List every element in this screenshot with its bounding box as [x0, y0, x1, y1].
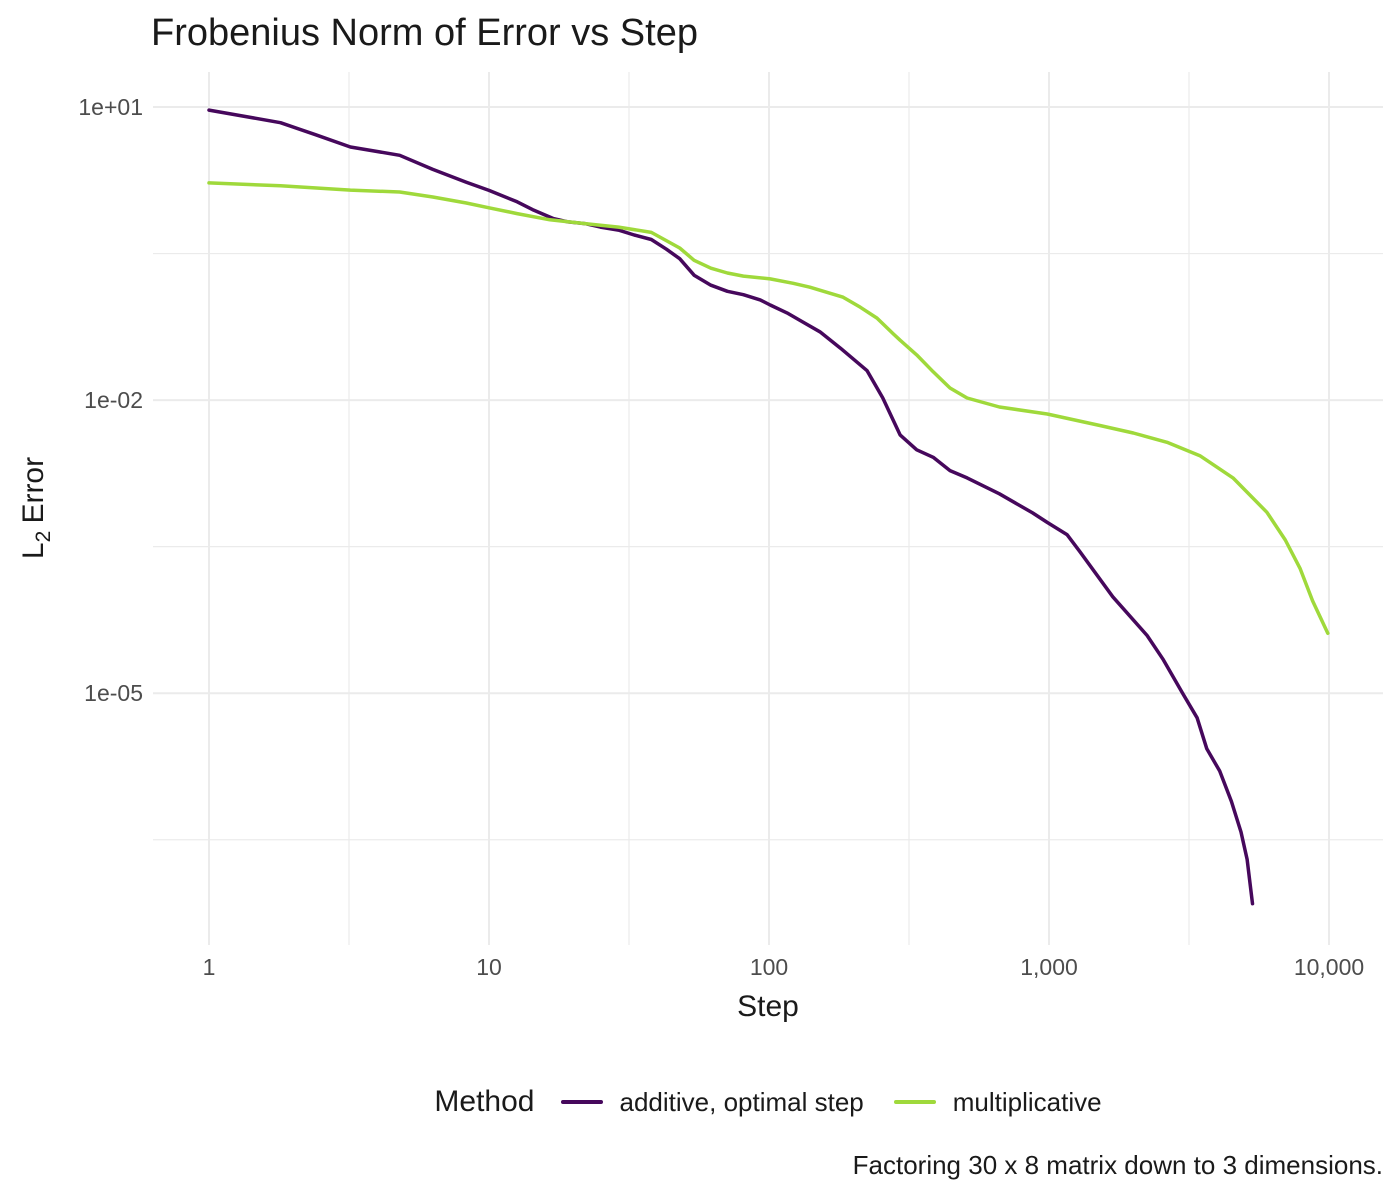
chart-title: Frobenius Norm of Error vs Step [151, 12, 698, 54]
y-axis-title-rest: Error [17, 456, 50, 524]
legend-item-1: multiplicative [893, 1086, 1102, 1118]
x-tick-label: 100 [749, 954, 789, 980]
y-tick-label: 1e-02 [84, 387, 143, 414]
y-tick-label: 1e-05 [84, 680, 143, 707]
caption: Factoring 30 x 8 matrix down to 3 dimens… [852, 1150, 1383, 1180]
legend-item-label: multiplicative [952, 1086, 1102, 1117]
series-line-0 [207, 108, 1255, 906]
legend-key-line-icon [893, 1100, 936, 1104]
plot-area [153, 72, 1383, 945]
legend-key-line-icon [560, 1100, 603, 1104]
x-tick-label: 10,000 [1293, 954, 1365, 980]
legend: Method additive, optimal step multiplicat… [153, 1078, 1383, 1126]
plot-panel [153, 72, 1383, 945]
y-axis-title: L2 Error [17, 456, 55, 560]
x-tick-label: 1 [202, 954, 216, 980]
legend-title: Method [434, 1085, 535, 1118]
legend-item-0: additive, optimal step [560, 1086, 864, 1118]
x-tick-label: 1,000 [1020, 954, 1078, 980]
y-axis-title-subscript: 2 [32, 530, 55, 543]
series-line-1 [207, 181, 1330, 636]
y-tick-label: 1e+01 [78, 94, 143, 120]
y-axis-title-main: L [17, 542, 50, 560]
legend-item-label: additive, optimal step [619, 1086, 864, 1117]
x-axis-title: Step [737, 990, 799, 1023]
x-tick-label: 10 [476, 954, 502, 980]
